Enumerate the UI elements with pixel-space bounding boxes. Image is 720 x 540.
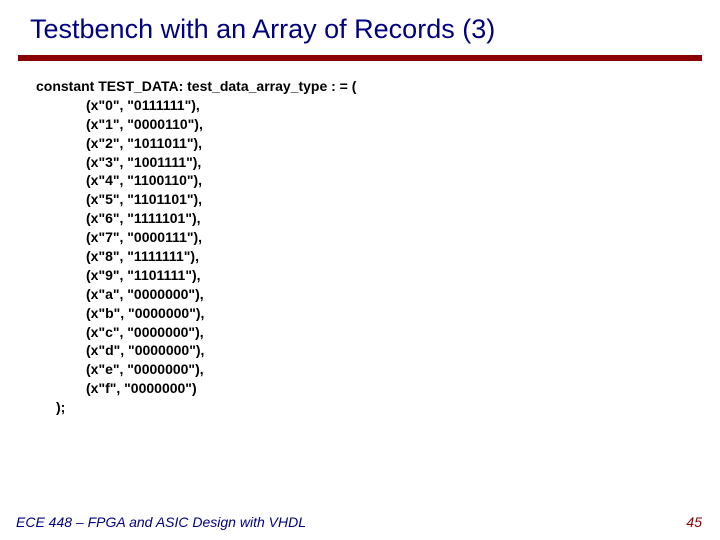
code-entry: (x"c", "0000000"), bbox=[36, 323, 720, 342]
code-entry: (x"1", "0000110"), bbox=[36, 115, 720, 134]
page-number: 45 bbox=[686, 514, 702, 530]
code-entry: (x"2", "1011011"), bbox=[36, 134, 720, 153]
code-block: constant TEST_DATA: test_data_array_type… bbox=[0, 61, 720, 417]
code-entry: (x"3", "1001111"), bbox=[36, 153, 720, 172]
page-title: Testbench with an Array of Records (3) bbox=[0, 0, 720, 55]
footer: ECE 448 – FPGA and ASIC Design with VHDL… bbox=[16, 514, 702, 530]
code-entry: (x"b", "0000000"), bbox=[36, 304, 720, 323]
code-entry: (x"6", "1111101"), bbox=[36, 209, 720, 228]
code-entry: (x"f", "0000000") bbox=[36, 379, 720, 398]
code-entry: (x"4", "1100110"), bbox=[36, 171, 720, 190]
code-entry: (x"e", "0000000"), bbox=[36, 360, 720, 379]
code-declaration: constant TEST_DATA: test_data_array_type… bbox=[36, 77, 720, 96]
code-close: ); bbox=[36, 398, 720, 417]
code-entry: (x"d", "0000000"), bbox=[36, 341, 720, 360]
code-entry: (x"9", "1101111"), bbox=[36, 266, 720, 285]
footer-course: ECE 448 – FPGA and ASIC Design with VHDL bbox=[16, 514, 306, 530]
code-entry: (x"0", "0111111"), bbox=[36, 96, 720, 115]
code-entry: (x"5", "1101101"), bbox=[36, 190, 720, 209]
code-entry: (x"a", "0000000"), bbox=[36, 285, 720, 304]
code-entry: (x"8", "1111111"), bbox=[36, 247, 720, 266]
code-entry: (x"7", "0000111"), bbox=[36, 228, 720, 247]
